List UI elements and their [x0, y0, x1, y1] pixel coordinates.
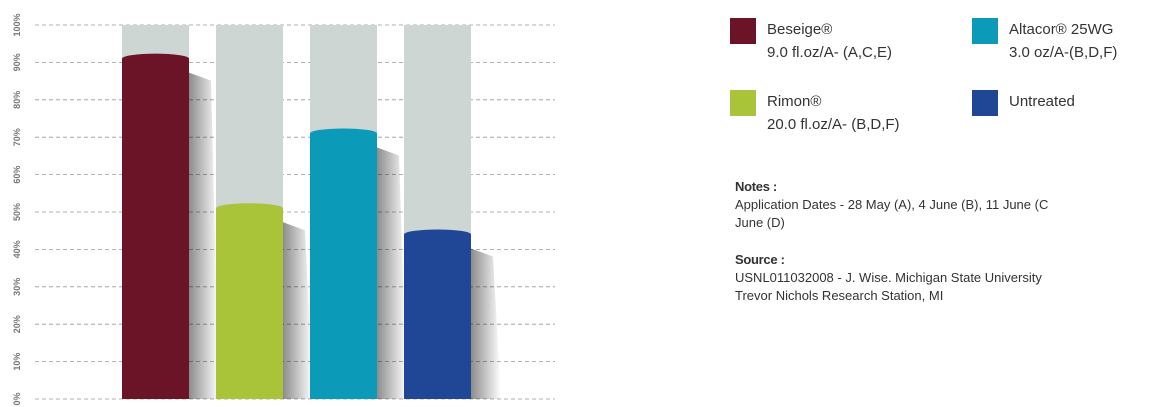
legend-label: Untreated	[1009, 93, 1075, 110]
legend-dose: 9.0 fl.oz/A- (A,C,E)	[767, 44, 893, 61]
bar-cap	[310, 128, 377, 139]
y-tick-label: 90%	[12, 53, 22, 71]
legend-swatch	[972, 90, 998, 116]
notes-title: Notes :	[735, 179, 777, 194]
bar-shadow	[377, 147, 407, 399]
legend-swatch	[730, 90, 756, 116]
legend-dose: 20.0 fl.oz/A- (B,D,F)	[767, 116, 900, 133]
legend-label: Altacor® 25WG	[1009, 21, 1114, 38]
y-tick-label: 100%	[12, 13, 22, 36]
notes-line: Application Dates - 28 May (A), 4 June (…	[735, 197, 1049, 212]
bar	[122, 58, 189, 399]
bar	[310, 133, 377, 399]
legend-dose: 3.0 oz/A-(B,D,F)	[1009, 44, 1118, 61]
y-tick-label: 10%	[12, 353, 22, 371]
y-tick-label: 70%	[12, 128, 22, 146]
source-title: Source :	[735, 252, 785, 267]
bar-cap	[122, 53, 189, 64]
source-line: USNL011032008 - J. Wise. Michigan State …	[735, 270, 1042, 285]
bar	[216, 208, 283, 399]
bar-shadow	[189, 72, 219, 399]
y-tick-label: 20%	[12, 315, 22, 333]
legend-label: Rimon®	[767, 93, 822, 110]
legend-label: Beseige®	[767, 21, 833, 38]
y-tick-label: 40%	[12, 240, 22, 258]
y-tick-label: 50%	[12, 203, 22, 221]
legend-swatch	[730, 18, 756, 44]
bar	[404, 234, 471, 399]
bar-cap	[404, 229, 471, 240]
bar-shadow	[471, 248, 501, 399]
bar-cap	[216, 203, 283, 214]
source-line: Trevor Nichols Research Station, MI	[735, 288, 944, 303]
y-tick-label: 80%	[12, 91, 22, 109]
y-tick-label: 60%	[12, 166, 22, 184]
notes-line: June (D)	[735, 215, 785, 230]
y-tick-label: 0%	[12, 392, 22, 405]
y-tick-label: 30%	[12, 278, 22, 296]
bar-shadow	[283, 222, 313, 399]
legend-swatch	[972, 18, 998, 44]
chart: 0% 10% 20% 30% 40% 50% 60% 70% 80% 90% 100%	[12, 13, 555, 406]
